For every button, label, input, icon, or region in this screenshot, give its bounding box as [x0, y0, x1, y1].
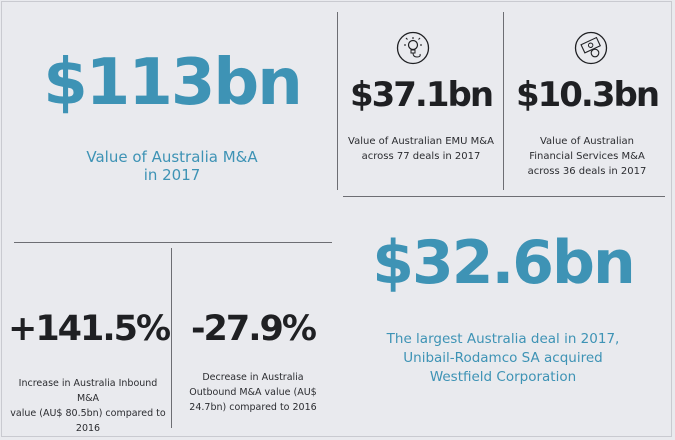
- lightbulb-icon: [396, 31, 430, 65]
- financial-caption-line1: Value of Australian: [539, 136, 635, 147]
- inbound-caption-line2: value (AU$ 80.5bn) compared to: [10, 408, 166, 419]
- emu-value: $37.1bn: [349, 75, 494, 115]
- outbound-value: -27.9%: [191, 309, 317, 349]
- divider-vertical-top-right: [503, 12, 504, 190]
- financial-value: $10.3bn: [515, 75, 660, 115]
- total-value: $113bn: [43, 46, 303, 120]
- inbound-caption-line3: 2016: [75, 423, 101, 434]
- total-caption-line1: Value of Australia M&A: [86, 148, 258, 166]
- outbound-caption-line2: Outbound M&A value (AU$: [189, 387, 317, 398]
- divider-horizontal-left: [14, 242, 332, 243]
- largest-deal-caption-line1: The largest Australia deal in 2017,: [386, 331, 620, 347]
- outbound-caption-line3: 24.7bn) compared to 2016: [189, 402, 317, 413]
- banknote-coin-icon: [574, 31, 608, 65]
- total-caption-line2: in 2017: [143, 166, 201, 184]
- total-caption: Value of Australia M&A in 2017: [14, 148, 330, 184]
- largest-deal-caption-line3: Westfield Corporation: [429, 369, 577, 385]
- financial-caption-line2: Financial Services M&A: [529, 151, 645, 162]
- emu-caption-line1: Value of Australian EMU M&A: [348, 136, 494, 147]
- outbound-caption: Decrease in Australia Outbound M&A value…: [174, 370, 332, 415]
- divider-vertical-bottom-left: [171, 248, 172, 428]
- inbound-caption: Increase in Australia Inbound M&A value …: [8, 376, 168, 436]
- emu-caption: Value of Australian EMU M&A across 77 de…: [340, 134, 502, 164]
- financial-caption: Value of Australian Financial Services M…: [505, 134, 669, 179]
- largest-deal-caption-line2: Unibail-Rodamco SA acquired: [403, 350, 603, 366]
- emu-caption-line2: across 77 deals in 2017: [361, 151, 481, 162]
- financial-caption-line3: across 36 deals in 2017: [527, 166, 647, 177]
- outbound-caption-line1: Decrease in Australia: [202, 372, 304, 383]
- largest-deal-value: $32.6bn: [372, 228, 635, 298]
- divider-vertical-main: [337, 12, 338, 190]
- largest-deal-caption: The largest Australia deal in 2017, Unib…: [343, 330, 663, 387]
- inbound-caption-line1: Increase in Australia Inbound M&A: [18, 378, 158, 404]
- inbound-value: +141.5%: [8, 309, 171, 349]
- divider-horizontal-right: [343, 196, 665, 197]
